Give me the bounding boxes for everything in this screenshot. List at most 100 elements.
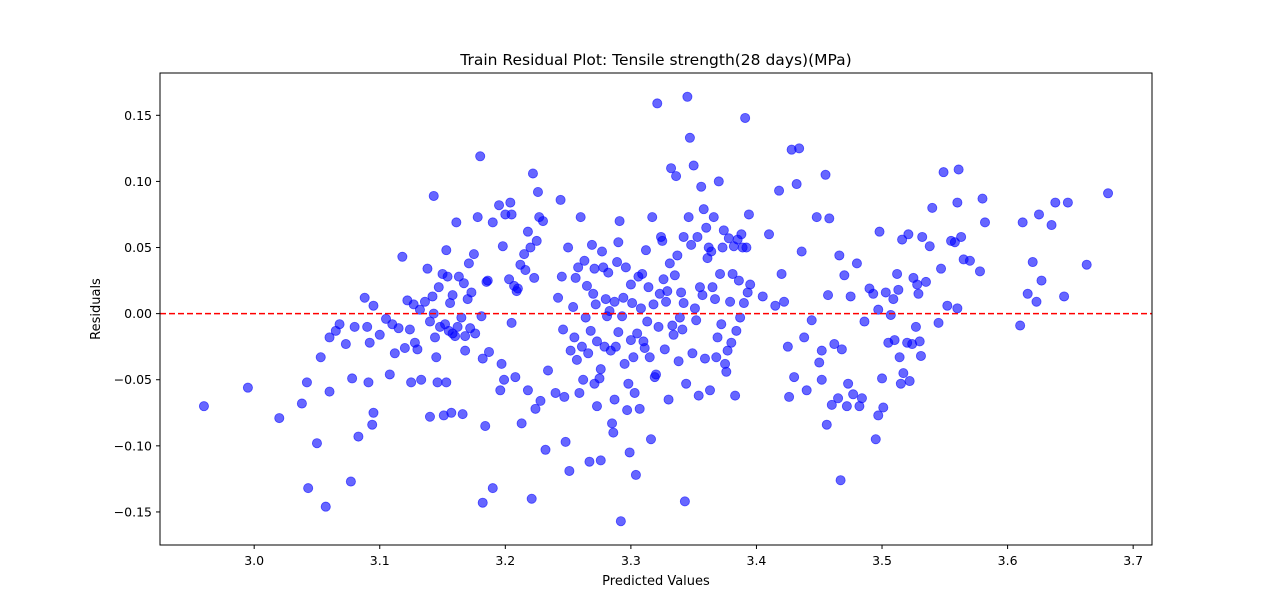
y-tick-label: 0.05 [124, 240, 152, 255]
data-point [480, 421, 491, 432]
data-point [573, 262, 584, 273]
data-point [576, 341, 587, 352]
data-point [659, 344, 670, 355]
data-point [558, 324, 569, 335]
data-point [938, 167, 949, 178]
data-point [692, 231, 703, 242]
data-point [568, 302, 579, 313]
data-point [1059, 291, 1070, 302]
data-point [588, 288, 599, 299]
data-point [625, 279, 636, 290]
data-point [422, 263, 433, 274]
data-point [801, 385, 812, 396]
data-point [575, 212, 586, 223]
data-point [843, 378, 854, 389]
data-point [816, 345, 827, 356]
data-point [574, 387, 585, 398]
data-point [877, 373, 888, 384]
data-point [683, 212, 694, 223]
data-point [628, 352, 639, 363]
data-point [494, 200, 505, 211]
data-point [620, 262, 631, 273]
data-point [653, 321, 664, 332]
data-point [406, 377, 417, 388]
data-point [483, 346, 494, 357]
data-point [625, 335, 636, 346]
data-point [560, 436, 571, 447]
data-point [725, 296, 736, 307]
data-point [910, 321, 921, 332]
data-point [1103, 188, 1114, 199]
data-point [487, 217, 498, 228]
data-point [856, 393, 867, 404]
data-point [614, 216, 625, 227]
data-point [603, 267, 614, 278]
data-point [525, 242, 536, 253]
data-point [920, 276, 931, 287]
data-point [676, 287, 687, 298]
data-point [532, 186, 543, 197]
data-point [586, 239, 597, 250]
data-point [584, 456, 595, 467]
x-tick-label: 3.7 [1123, 553, 1143, 568]
data-point [913, 288, 924, 299]
data-point [404, 324, 415, 335]
data-point [848, 389, 859, 400]
data-point [610, 341, 621, 352]
data-point [526, 493, 537, 504]
data-point [845, 291, 856, 302]
data-point [537, 216, 548, 227]
data-point [647, 212, 658, 223]
data-point [553, 292, 564, 303]
data-point [889, 335, 900, 346]
data-point [678, 298, 689, 309]
data-point [687, 348, 698, 359]
data-point [296, 398, 307, 409]
data-point [609, 394, 620, 405]
data-point [347, 373, 358, 384]
data-point [727, 268, 738, 279]
data-point [303, 483, 314, 494]
chart-title: Train Residual Plot: Tensile strength(28… [459, 51, 851, 69]
data-point [527, 168, 538, 179]
data-point [353, 431, 364, 442]
y-axis: −0.15 −0.10 −0.05 0.00 0.05 0.10 0.15 [114, 108, 160, 519]
data-point [794, 143, 805, 154]
data-point [1033, 209, 1044, 220]
x-tick-label: 3.5 [872, 553, 892, 568]
data-point [510, 372, 521, 383]
data-point [301, 377, 312, 388]
data-point [674, 312, 685, 323]
data-point [799, 332, 810, 343]
data-point [530, 403, 541, 414]
data-point [315, 352, 326, 363]
data-point [1031, 296, 1042, 307]
data-point [363, 377, 374, 388]
data-point [651, 369, 662, 380]
data-point [873, 410, 884, 421]
data-point [894, 352, 905, 363]
data-point [885, 309, 896, 320]
data-point [821, 419, 832, 430]
data-point [555, 194, 566, 205]
data-point [711, 352, 722, 363]
data-point [895, 378, 906, 389]
data-point [671, 171, 682, 182]
data-point [504, 274, 515, 285]
data-point [612, 257, 623, 268]
data-point [662, 286, 673, 297]
data-point [579, 255, 590, 266]
data-point [736, 229, 747, 240]
data-point [648, 299, 659, 310]
data-point [806, 315, 817, 326]
data-point [529, 272, 540, 283]
data-point [427, 291, 438, 302]
y-axis-title: Residuals [89, 278, 104, 340]
data-point [442, 271, 453, 282]
data-point [460, 331, 471, 342]
data-point [520, 264, 531, 275]
data-point [585, 325, 596, 336]
data-point [475, 151, 486, 162]
data-point [556, 271, 567, 282]
data-point [570, 272, 581, 283]
